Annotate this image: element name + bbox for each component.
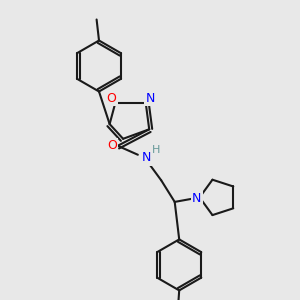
- Text: N: N: [192, 192, 201, 206]
- Text: H: H: [152, 145, 160, 155]
- Text: N: N: [142, 151, 151, 164]
- Text: O: O: [107, 92, 117, 105]
- Text: O: O: [107, 139, 117, 152]
- Text: N: N: [146, 92, 155, 105]
